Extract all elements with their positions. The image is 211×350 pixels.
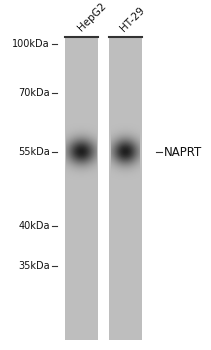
Bar [65,37,98,340]
Text: HT-29: HT-29 [118,5,147,33]
Text: 55kDa: 55kDa [18,147,50,157]
Text: 100kDa: 100kDa [12,39,50,49]
Text: 35kDa: 35kDa [18,261,50,271]
Bar [109,37,142,340]
Text: HepG2: HepG2 [76,1,108,33]
Text: 70kDa: 70kDa [18,88,50,98]
Text: NAPRT: NAPRT [164,146,202,159]
Text: 40kDa: 40kDa [18,221,50,231]
